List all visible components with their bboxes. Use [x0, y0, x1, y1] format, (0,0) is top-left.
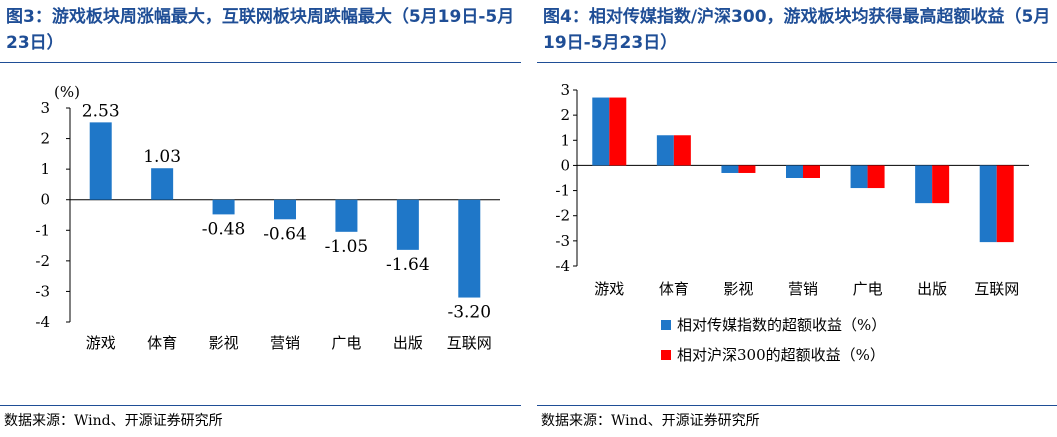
- x-category-label: 营销: [270, 334, 300, 352]
- bar: [458, 199, 481, 298]
- bar-media-index: [786, 165, 803, 178]
- y-tick-label: 3: [40, 99, 50, 117]
- bar: [151, 168, 174, 200]
- left-chart-panel: 图3：游戏板块周涨幅最大，互联网板块周跌幅最大（5月19日-5月23日） (%)…: [0, 0, 521, 437]
- y-tick-label: 3: [560, 81, 570, 99]
- bar-media-index: [979, 165, 997, 243]
- bar-data-label: -0.48: [202, 219, 246, 239]
- bar-media-index: [850, 165, 868, 189]
- x-category-label: 体育: [659, 280, 689, 298]
- bar-hs300: [738, 165, 756, 173]
- bar-data-label: -0.64: [263, 224, 307, 244]
- left-title-rule: [0, 62, 521, 63]
- bar-media-index: [915, 165, 933, 204]
- legend-label: 相对沪深300的超额收益（%）: [677, 346, 885, 364]
- y-tick-label: 0: [40, 191, 50, 209]
- legend-swatch: [661, 320, 671, 330]
- bar: [212, 199, 235, 215]
- y-tick-label: -4: [555, 257, 570, 275]
- bar: [89, 122, 112, 200]
- y-axis-unit-label: (%): [54, 83, 80, 101]
- x-category-label: 体育: [147, 334, 177, 352]
- y-tick-label: 2: [40, 130, 50, 148]
- x-category-label: 出版: [393, 334, 423, 352]
- bar-data-label: 1.03: [143, 147, 181, 167]
- x-category-label: 营销: [788, 280, 818, 298]
- y-tick-label: 1: [40, 160, 50, 178]
- bar-hs300: [673, 135, 691, 166]
- left-source-rule: [0, 405, 521, 406]
- x-category-label: 互联网: [974, 280, 1019, 298]
- x-category-label: 影视: [209, 334, 239, 352]
- x-category-label: 游戏: [86, 334, 116, 352]
- x-category-label: 出版: [917, 280, 947, 298]
- bar-hs300: [609, 97, 627, 166]
- right-chart-title: 图4：相对传媒指数/沪深300，游戏板块均获得最高超额收益（5月19日-5月23…: [543, 7, 1051, 53]
- bar-hs300: [867, 165, 885, 189]
- y-tick-label: -3: [35, 282, 50, 300]
- y-tick-label: 1: [560, 131, 570, 149]
- bar-data-label: -3.20: [447, 303, 491, 323]
- bar-data-label: -1.64: [386, 255, 430, 275]
- x-category-label: 广电: [853, 280, 883, 298]
- right-bar-chart: 3 2 1 0 -1 -2 -3 -4 游戏 体育 影视 营销 广电 出版 互联网相对传媒指数的超额收益（%…: [555, 81, 1029, 364]
- x-category-label: 游戏: [594, 280, 624, 298]
- right-chart-panel: 图4：相对传媒指数/沪深300，游戏板块均获得最高超额收益（5月19日-5月23…: [537, 0, 1057, 437]
- y-tick-label: -4: [35, 313, 50, 331]
- y-tick-label: 2: [560, 106, 570, 124]
- bar-hs300: [803, 165, 820, 178]
- y-tick-label: -1: [555, 182, 570, 200]
- x-category-label: 影视: [723, 280, 753, 298]
- left-source-note: 数据来源：Wind、开源证券研究所: [4, 413, 223, 429]
- bar-data-label: -1.05: [325, 237, 369, 257]
- bar: [396, 199, 419, 250]
- bar-hs300: [932, 165, 950, 204]
- bar-data-label: 2.53: [82, 101, 120, 121]
- bar-hs300: [996, 165, 1014, 243]
- y-tick-label: -1: [35, 221, 50, 239]
- right-title-rule: [537, 62, 1057, 63]
- bar-media-index: [656, 135, 674, 166]
- bar-media-index: [721, 165, 739, 173]
- bar: [274, 199, 296, 220]
- bar: [335, 199, 358, 232]
- y-tick-label: -2: [555, 207, 570, 225]
- legend-label: 相对传媒指数的超额收益（%）: [677, 316, 886, 334]
- bar-media-index: [592, 97, 610, 166]
- legend-swatch: [661, 350, 671, 360]
- y-tick-label: -2: [35, 252, 50, 270]
- y-tick-label: 0: [560, 156, 570, 174]
- x-category-label: 广电: [331, 334, 361, 352]
- y-tick-label: -3: [555, 232, 570, 250]
- left-bar-chart: (%)3 2 1 0 -1 -2 -3 -4 2.53 游戏 1.03 体育 -0.48 影视 -0.64 营…: [35, 83, 500, 352]
- left-chart-title: 图3：游戏板块周涨幅最大，互联网板块周跌幅最大（5月19日-5月23日）: [6, 7, 515, 53]
- x-category-label: 互联网: [447, 334, 492, 352]
- right-source-note: 数据来源：Wind、开源证券研究所: [541, 413, 760, 429]
- right-source-rule: [537, 405, 1057, 406]
